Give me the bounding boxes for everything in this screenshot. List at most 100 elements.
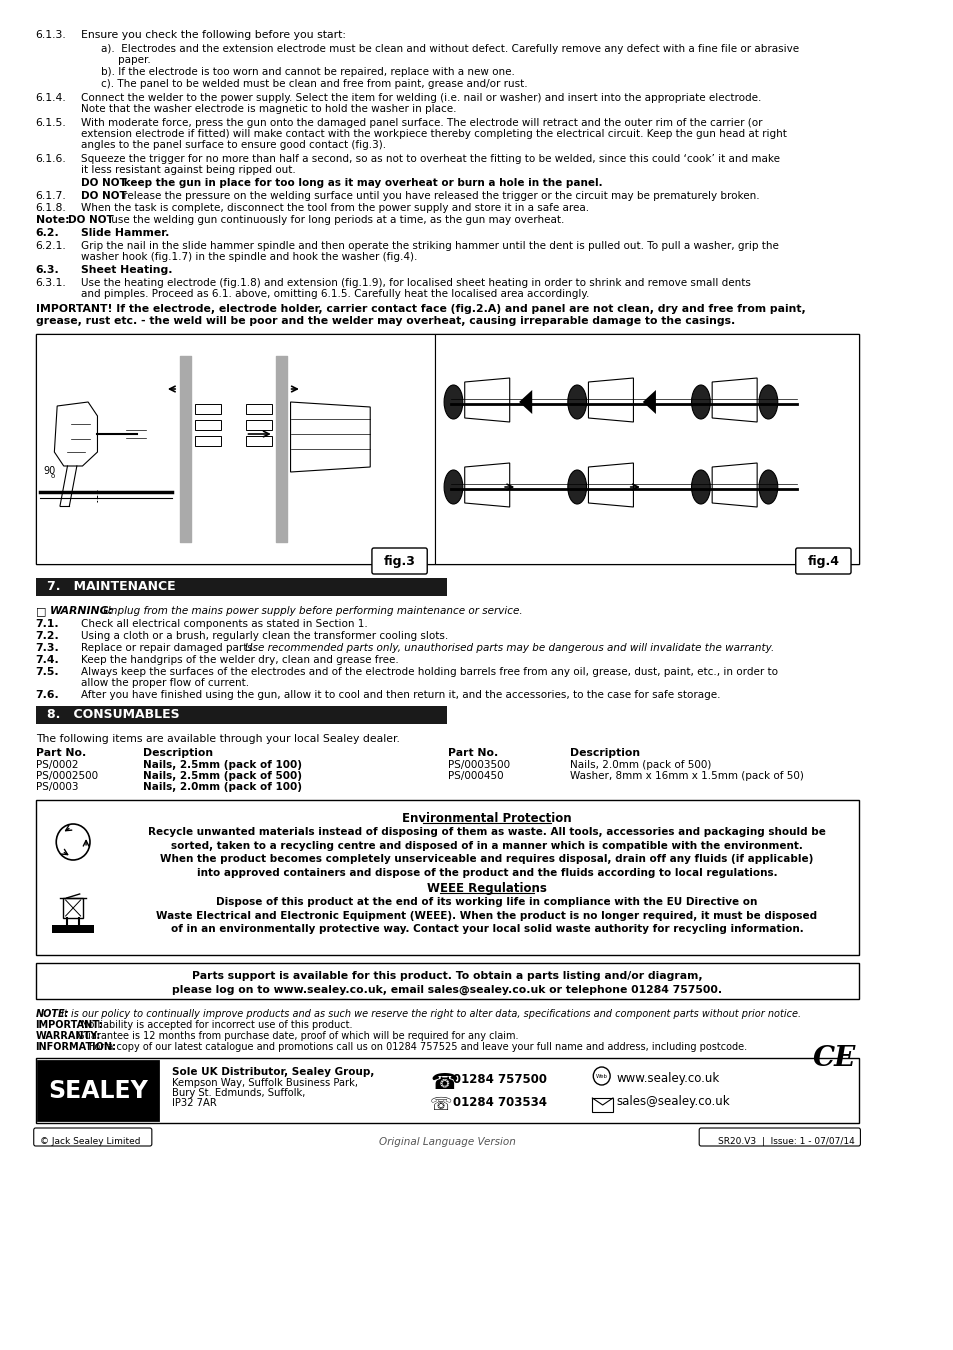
Text: IMPORTANT:: IMPORTANT:	[35, 1021, 103, 1030]
Bar	[194, 420, 221, 431]
Text: 6.1.4.: 6.1.4.	[35, 93, 67, 103]
Text: Description: Description	[143, 748, 213, 757]
Text: release the pressure on the welding surface until you have released the trigger : release the pressure on the welding surf…	[120, 190, 759, 201]
Text: Use the heating electrode (fig.1.8) and extension (fig.1.9), for localised sheet: Use the heating electrode (fig.1.8) and …	[80, 278, 750, 288]
Text: PS/0002500: PS/0002500	[35, 771, 97, 782]
Text: Nails, 2.5mm (pack of 500): Nails, 2.5mm (pack of 500)	[143, 771, 302, 782]
Text: PS/0003: PS/0003	[35, 782, 78, 792]
Text: 6.1.7.: 6.1.7.	[35, 190, 67, 201]
Text: b). If the electrode is too worn and cannot be repaired, replace with a new one.: b). If the electrode is too worn and can…	[101, 68, 515, 77]
Text: Kempson Way, Suffolk Business Park,: Kempson Way, Suffolk Business Park,	[172, 1079, 358, 1088]
Text: □: □	[35, 606, 46, 616]
Text: 6.2.1.: 6.2.1.	[35, 242, 67, 251]
Bar	[194, 404, 221, 414]
Text: WARNING:: WARNING:	[50, 606, 113, 616]
Bar	[35, 963, 858, 999]
Text: 6.1.6.: 6.1.6.	[35, 154, 67, 163]
Ellipse shape	[759, 385, 777, 418]
FancyBboxPatch shape	[699, 1129, 860, 1146]
Text: 6.1.5.: 6.1.5.	[35, 117, 67, 128]
Text: After you have finished using the gun, allow it to cool and then return it, and : After you have finished using the gun, a…	[80, 690, 720, 701]
Text: extension electrode if fitted) will make contact with the workpiece thereby comp: extension electrode if fitted) will make…	[80, 130, 785, 139]
Text: With moderate force, press the gun onto the damaged panel surface. The electrode: With moderate force, press the gun onto …	[80, 117, 761, 128]
Bar	[35, 1058, 858, 1123]
Text: 7.   MAINTENANCE: 7. MAINTENANCE	[47, 580, 175, 594]
Text: PS/000450: PS/000450	[448, 771, 503, 782]
Text: Grip the nail in the slide hammer spindle and then operate the striking hammer u: Grip the nail in the slide hammer spindl…	[80, 242, 778, 251]
Text: fig.4: fig.4	[806, 555, 839, 567]
Text: 6.3.1.: 6.3.1.	[35, 278, 67, 288]
Text: PS/0002: PS/0002	[35, 760, 78, 770]
Text: 7.2.: 7.2.	[35, 630, 59, 641]
Bar	[52, 925, 93, 933]
Bar	[35, 706, 447, 724]
Text: c). The panel to be welded must be clean and free from paint, grease and/or rust: c). The panel to be welded must be clean…	[101, 80, 527, 89]
Text: angles to the panel surface to ensure good contact (fig.3).: angles to the panel surface to ensure go…	[80, 140, 385, 150]
Text: The following items are available through your local Sealey dealer.: The following items are available throug…	[35, 734, 399, 744]
Text: DO NOT: DO NOT	[69, 215, 114, 225]
Text: Guarantee is 12 months from purchase date, proof of which will be required for a: Guarantee is 12 months from purchase dat…	[73, 1031, 517, 1041]
Text: Squeeze the trigger for no more than half a second, so as not to overheat the fi: Squeeze the trigger for no more than hal…	[80, 154, 779, 163]
Text: WARRANTY:: WARRANTY:	[35, 1031, 101, 1041]
Ellipse shape	[567, 385, 586, 418]
Text: Bury St. Edmunds, Suffolk,: Bury St. Edmunds, Suffolk,	[172, 1088, 306, 1098]
Text: paper.: paper.	[118, 55, 151, 65]
Text: Dispose of this product at the end of its working life in compliance with the EU: Dispose of this product at the end of it…	[156, 896, 817, 934]
Text: NOTE:: NOTE:	[35, 1008, 69, 1019]
Bar	[38, 1061, 158, 1120]
Text: 7.1.: 7.1.	[35, 620, 59, 629]
Text: Note that the washer electrode is magnetic to hold the washer in place.: Note that the washer electrode is magnet…	[80, 104, 456, 113]
Text: 7.5.: 7.5.	[35, 667, 59, 676]
Text: Note:: Note:	[35, 215, 70, 225]
Text: Sole UK Distributor, Sealey Group,: Sole UK Distributor, Sealey Group,	[172, 1066, 375, 1077]
Text: Unplug from the mains power supply before performing maintenance or service.: Unplug from the mains power supply befor…	[100, 606, 522, 616]
Text: fig.3: fig.3	[383, 555, 416, 567]
Text: IMPORTANT! If the electrode, electrode holder, carrier contact face (fig.2.A) an: IMPORTANT! If the electrode, electrode h…	[35, 304, 804, 315]
Text: 01284 703534: 01284 703534	[453, 1096, 546, 1108]
Text: DO NOT: DO NOT	[80, 190, 126, 201]
Text: INFORMATION:: INFORMATION:	[35, 1042, 116, 1052]
Text: 6.2.: 6.2.	[35, 228, 59, 238]
Polygon shape	[518, 390, 532, 414]
Text: Original Language Version: Original Language Version	[378, 1137, 515, 1148]
Text: Description: Description	[569, 748, 639, 757]
Text: Sheet Heating.: Sheet Heating.	[80, 265, 172, 275]
Bar	[35, 801, 858, 954]
Text: it less resistant against being ripped out.: it less resistant against being ripped o…	[80, 165, 295, 176]
Text: o: o	[51, 472, 55, 479]
Text: Using a cloth or a brush, regularly clean the transformer cooling slots.: Using a cloth or a brush, regularly clea…	[80, 630, 447, 641]
Text: Slide Hammer.: Slide Hammer.	[80, 228, 169, 238]
Ellipse shape	[444, 470, 462, 504]
Text: allow the proper flow of current.: allow the proper flow of current.	[80, 678, 249, 688]
Text: use the welding gun continuously for long periods at a time, as the gun may over: use the welding gun continuously for lon…	[108, 215, 563, 225]
Text: SR20.V3  |  Issue: 1 - 07/07/14: SR20.V3 | Issue: 1 - 07/07/14	[718, 1137, 854, 1146]
Text: Always keep the surfaces of the electrodes and of the electrode holding barrels : Always keep the surfaces of the electrod…	[80, 667, 777, 676]
Text: 90: 90	[43, 466, 55, 477]
Text: 6.3.: 6.3.	[35, 265, 59, 275]
Bar	[194, 436, 221, 446]
Bar	[245, 420, 272, 431]
Text: 6.1.3.: 6.1.3.	[35, 30, 67, 40]
Text: Nails, 2.0mm (pack of 100): Nails, 2.0mm (pack of 100)	[143, 782, 302, 792]
Text: Web: Web	[595, 1075, 607, 1079]
Ellipse shape	[567, 470, 586, 504]
Text: keep the gun in place for too long as it may overheat or burn a hole in the pane: keep the gun in place for too long as it…	[120, 178, 602, 188]
Text: Washer, 8mm x 16mm x 1.5mm (pack of 50): Washer, 8mm x 16mm x 1.5mm (pack of 50)	[569, 771, 802, 782]
Text: DO NOT: DO NOT	[80, 178, 126, 188]
Bar	[245, 436, 272, 446]
Bar	[435, 333, 858, 564]
Text: Connect the welder to the power supply. Select the item for welding (i.e. nail o: Connect the welder to the power supply. …	[80, 93, 760, 103]
Text: For a copy of our latest catalogue and promotions call us on 01284 757525 and le: For a copy of our latest catalogue and p…	[86, 1042, 746, 1052]
Text: ☎: ☎	[430, 1073, 457, 1094]
Bar	[35, 578, 447, 595]
Text: Nails, 2.5mm (pack of 100): Nails, 2.5mm (pack of 100)	[143, 760, 302, 770]
Text: Recycle unwanted materials instead of disposing of them as waste. All tools, acc: Recycle unwanted materials instead of di…	[148, 828, 825, 878]
Text: 01284 757500: 01284 757500	[453, 1073, 546, 1085]
Text: 7.6.: 7.6.	[35, 690, 59, 701]
Text: Part No.: Part No.	[448, 748, 497, 757]
Text: washer hook (fig.1.7) in the spindle and hook the washer (fig.4).: washer hook (fig.1.7) in the spindle and…	[80, 252, 416, 262]
Text: Part No.: Part No.	[35, 748, 86, 757]
Ellipse shape	[444, 385, 462, 418]
Text: 6.1.8.: 6.1.8.	[35, 202, 67, 213]
Text: No liability is accepted for incorrect use of this product.: No liability is accepted for incorrect u…	[78, 1021, 352, 1030]
